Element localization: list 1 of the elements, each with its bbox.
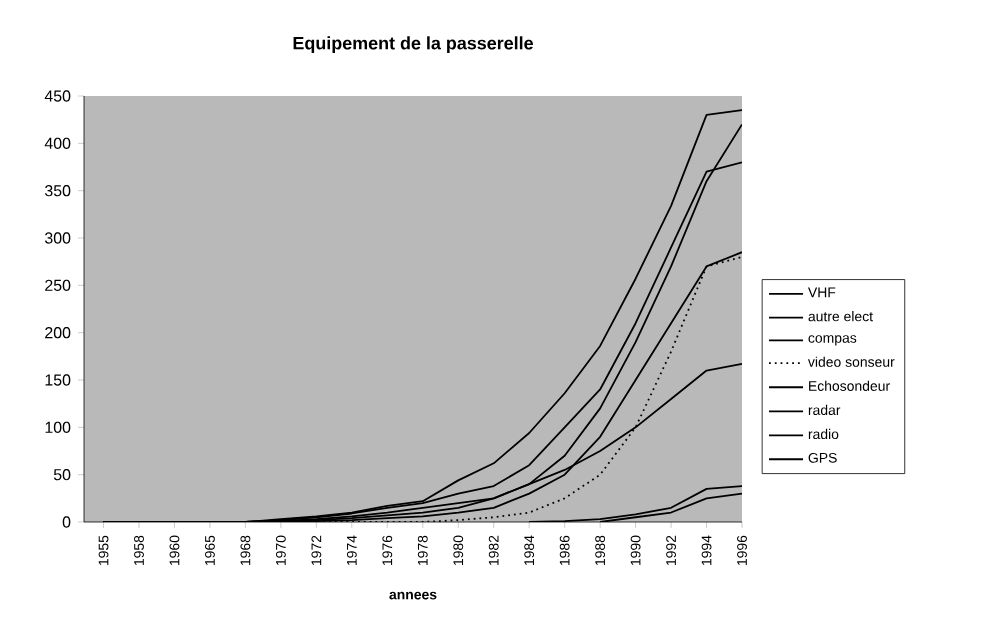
chart-title: Equipement de la passerelle	[293, 36, 533, 54]
